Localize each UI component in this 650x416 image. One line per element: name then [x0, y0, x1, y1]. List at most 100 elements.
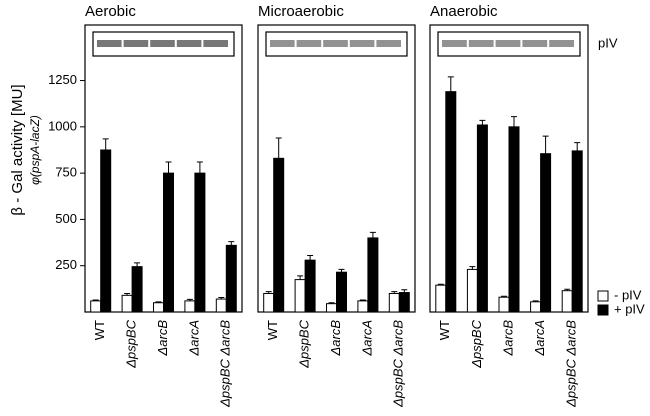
bar [194, 172, 206, 313]
x-tick-label: WT [265, 320, 280, 340]
bar [163, 172, 174, 313]
bar [304, 259, 316, 313]
error-bar [328, 302, 335, 304]
error-bar [155, 301, 162, 303]
y-tick-label: 750 [55, 165, 77, 180]
error-bar [275, 137, 282, 159]
bar [131, 266, 143, 313]
y-axis-label: β - Gal activity [MU] [9, 84, 26, 215]
blot-band [203, 40, 228, 47]
blot-band [442, 40, 467, 47]
bar [498, 296, 510, 313]
bar [294, 279, 306, 313]
bar [476, 124, 488, 313]
blot-band [323, 40, 348, 47]
error-bar [501, 295, 507, 298]
blot-band [376, 40, 401, 47]
bar [530, 301, 542, 313]
blot-band [123, 40, 149, 47]
x-tick-label: ΔpspBC [297, 319, 312, 368]
bar [225, 244, 237, 313]
error-bar [401, 289, 408, 293]
bar [100, 149, 112, 313]
error-bar [218, 297, 225, 300]
bar [326, 303, 337, 313]
bar [357, 300, 369, 313]
error-bar [469, 266, 476, 270]
x-tick-label: ΔarcA [186, 320, 201, 356]
blot-band [97, 40, 122, 47]
error-bar [307, 255, 314, 261]
bar [367, 237, 379, 313]
error-bar [369, 231, 376, 238]
bar [273, 157, 285, 313]
error-bar [564, 288, 571, 291]
error-bar [165, 161, 172, 174]
panel-title: Microaerobic [258, 3, 344, 20]
x-tick-label: ΔarcB [500, 320, 515, 357]
x-tick-label: ΔpspBC [124, 319, 139, 368]
bar [90, 300, 102, 313]
x-tick-label: ΔpspBC ΔarcB [218, 320, 233, 408]
error-bar [228, 241, 235, 246]
blot-band [296, 40, 322, 47]
blot-band [150, 40, 175, 47]
x-tick-label: ΔarcA [532, 320, 547, 356]
error-bar [338, 268, 345, 273]
error-bar [479, 119, 486, 125]
error-bar [124, 292, 131, 296]
bar [215, 298, 227, 313]
error-bar [532, 300, 539, 302]
legend-swatch [597, 290, 609, 302]
x-tick-label: ΔarcA [359, 320, 374, 356]
error-bar [134, 262, 141, 267]
bar [466, 268, 478, 313]
error-bar [391, 291, 398, 294]
blot-band [349, 40, 375, 47]
bar [435, 284, 447, 313]
legend-swatch [597, 304, 609, 316]
blot-label: pIV [598, 35, 618, 50]
error-bar [265, 291, 272, 294]
error-bar [196, 161, 203, 174]
bar [398, 292, 410, 313]
error-bar [574, 142, 581, 151]
error-bar [542, 135, 549, 154]
error-bar [186, 298, 193, 301]
blot-band [495, 40, 521, 47]
panel-title: Aerobic [85, 3, 136, 20]
x-tick-label: ΔarcB [328, 320, 343, 357]
blot-band [522, 40, 548, 47]
bar [121, 294, 133, 313]
bar [571, 150, 583, 313]
x-tick-label: WT [92, 320, 107, 340]
bar [153, 302, 164, 313]
bar [336, 271, 347, 313]
x-tick-label: ΔarcB [155, 320, 170, 357]
panel-title: Anaerobic [430, 3, 498, 20]
legend-label: - pIV [614, 287, 642, 302]
y-tick-label: 500 [55, 211, 77, 226]
blot-band [468, 40, 494, 47]
x-tick-label: ΔpspBC ΔarcB [391, 320, 406, 408]
error-bar [359, 299, 366, 301]
y-axis-sublabel: φ(pspA-lacZ) [28, 115, 42, 185]
x-tick-label: WT [437, 320, 452, 340]
error-bar [102, 138, 109, 150]
bar [445, 91, 457, 313]
error-bar [511, 116, 517, 127]
y-tick-label: 1250 [48, 72, 77, 87]
bar [540, 153, 552, 313]
bar [263, 292, 275, 313]
bar [561, 290, 573, 313]
y-tick-label: 1000 [48, 118, 77, 133]
legend-label: + pIV [614, 301, 645, 316]
error-bar [437, 283, 444, 286]
error-bar [297, 275, 304, 280]
y-tick-label: 250 [55, 257, 77, 272]
blot-band [270, 40, 295, 47]
bar [184, 300, 196, 313]
error-bar [447, 76, 454, 92]
blot-band [176, 40, 202, 47]
